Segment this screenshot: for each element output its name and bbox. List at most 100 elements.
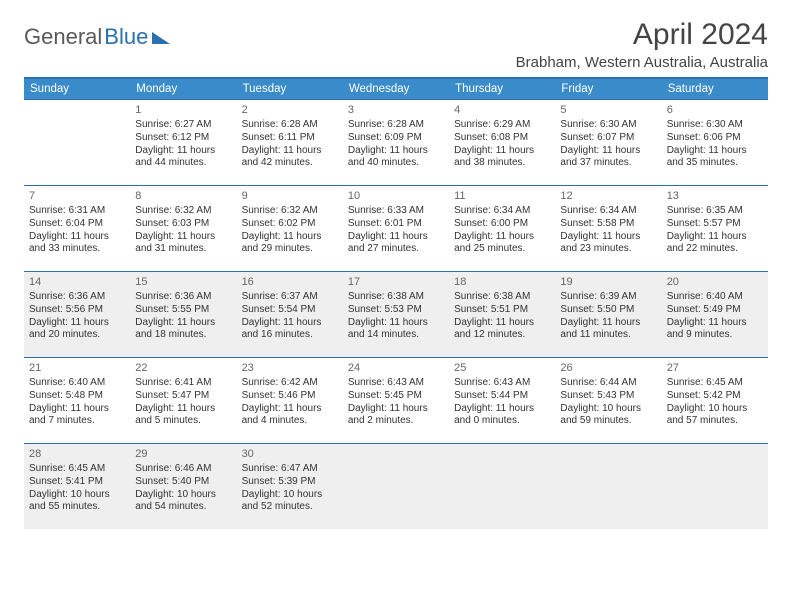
day-of-week-header: Sunday Monday Tuesday Wednesday Thursday…	[24, 79, 768, 99]
dow-thursday: Thursday	[449, 79, 555, 99]
calendar-day: 22Sunrise: 6:41 AMSunset: 5:47 PMDayligh…	[130, 358, 236, 443]
day-info-line: Sunrise: 6:31 AM	[29, 205, 125, 218]
day-info-line: Sunrise: 6:40 AM	[29, 377, 125, 390]
day-info-line: and 29 minutes.	[242, 243, 338, 256]
day-info-line: Sunset: 5:51 PM	[454, 304, 550, 317]
brand-triangle-icon	[152, 32, 170, 44]
day-info-line: and 37 minutes.	[560, 157, 656, 170]
calendar-day: 28Sunrise: 6:45 AMSunset: 5:41 PMDayligh…	[24, 444, 130, 529]
day-info-line: Daylight: 11 hours	[348, 403, 444, 416]
day-info-line: Sunset: 6:00 PM	[454, 218, 550, 231]
calendar-day	[662, 444, 768, 529]
calendar-day: 13Sunrise: 6:35 AMSunset: 5:57 PMDayligh…	[662, 186, 768, 271]
day-info-line: Sunrise: 6:43 AM	[454, 377, 550, 390]
day-info-line: and 55 minutes.	[29, 501, 125, 514]
day-info-line: and 31 minutes.	[135, 243, 231, 256]
calendar-day: 23Sunrise: 6:42 AMSunset: 5:46 PMDayligh…	[237, 358, 343, 443]
day-info-line: Daylight: 11 hours	[29, 403, 125, 416]
dow-saturday: Saturday	[662, 79, 768, 99]
day-info-line: Sunset: 6:09 PM	[348, 132, 444, 145]
day-info-line: Sunset: 5:57 PM	[667, 218, 763, 231]
day-number: 11	[454, 189, 550, 203]
day-info-line: Sunrise: 6:39 AM	[560, 291, 656, 304]
day-info-line: Daylight: 11 hours	[454, 403, 550, 416]
day-info-line: Sunset: 5:45 PM	[348, 390, 444, 403]
day-info-line: Sunset: 5:39 PM	[242, 476, 338, 489]
day-info-line: Sunset: 6:11 PM	[242, 132, 338, 145]
day-info-line: Sunrise: 6:30 AM	[560, 119, 656, 132]
day-info-line: Daylight: 11 hours	[348, 231, 444, 244]
day-info-line: Daylight: 11 hours	[348, 317, 444, 330]
day-info-line: and 4 minutes.	[242, 415, 338, 428]
calendar-day: 17Sunrise: 6:38 AMSunset: 5:53 PMDayligh…	[343, 272, 449, 357]
calendar-day	[449, 444, 555, 529]
dow-tuesday: Tuesday	[237, 79, 343, 99]
day-info-line: Daylight: 10 hours	[135, 489, 231, 502]
day-info-line: and 54 minutes.	[135, 501, 231, 514]
page-header: GeneralBlue April 2024 Brabham, Western …	[24, 18, 768, 71]
day-info-line: and 16 minutes.	[242, 329, 338, 342]
calendar-day: 5Sunrise: 6:30 AMSunset: 6:07 PMDaylight…	[555, 100, 661, 185]
day-info-line: and 27 minutes.	[348, 243, 444, 256]
day-info-line: Daylight: 11 hours	[348, 145, 444, 158]
day-number: 17	[348, 275, 444, 289]
brand-part1: General	[24, 24, 102, 50]
day-info-line: Sunrise: 6:34 AM	[454, 205, 550, 218]
day-info-line: Sunset: 5:46 PM	[242, 390, 338, 403]
day-info-line: Sunrise: 6:36 AM	[135, 291, 231, 304]
day-info-line: Daylight: 11 hours	[667, 145, 763, 158]
day-info-line: Daylight: 11 hours	[242, 145, 338, 158]
day-number: 18	[454, 275, 550, 289]
day-info-line: Sunset: 6:12 PM	[135, 132, 231, 145]
day-info-line: Sunrise: 6:47 AM	[242, 463, 338, 476]
day-info-line: Daylight: 11 hours	[29, 231, 125, 244]
day-info-line: Sunset: 5:40 PM	[135, 476, 231, 489]
day-info-line: Sunset: 5:43 PM	[560, 390, 656, 403]
day-info-line: Daylight: 11 hours	[560, 317, 656, 330]
calendar-day: 9Sunrise: 6:32 AMSunset: 6:02 PMDaylight…	[237, 186, 343, 271]
calendar-page: GeneralBlue April 2024 Brabham, Western …	[0, 0, 792, 612]
day-number: 4	[454, 103, 550, 117]
day-info-line: and 44 minutes.	[135, 157, 231, 170]
day-info-line: Daylight: 11 hours	[560, 145, 656, 158]
calendar-day: 30Sunrise: 6:47 AMSunset: 5:39 PMDayligh…	[237, 444, 343, 529]
day-info-line: and 2 minutes.	[348, 415, 444, 428]
day-info-line: Daylight: 10 hours	[29, 489, 125, 502]
page-subtitle: Brabham, Western Australia, Australia	[516, 54, 768, 71]
calendar-day: 4Sunrise: 6:29 AMSunset: 6:08 PMDaylight…	[449, 100, 555, 185]
day-info-line: Sunrise: 6:42 AM	[242, 377, 338, 390]
day-info-line: Sunset: 6:06 PM	[667, 132, 763, 145]
day-info-line: Sunrise: 6:43 AM	[348, 377, 444, 390]
calendar-day: 12Sunrise: 6:34 AMSunset: 5:58 PMDayligh…	[555, 186, 661, 271]
day-info-line: Daylight: 11 hours	[667, 317, 763, 330]
day-info-line: Sunrise: 6:44 AM	[560, 377, 656, 390]
day-info-line: Sunrise: 6:35 AM	[667, 205, 763, 218]
day-info-line: Sunrise: 6:32 AM	[135, 205, 231, 218]
day-info-line: and 35 minutes.	[667, 157, 763, 170]
calendar-day	[24, 100, 130, 185]
calendar-day: 18Sunrise: 6:38 AMSunset: 5:51 PMDayligh…	[449, 272, 555, 357]
calendar-day: 25Sunrise: 6:43 AMSunset: 5:44 PMDayligh…	[449, 358, 555, 443]
day-info-line: Sunset: 6:07 PM	[560, 132, 656, 145]
day-info-line: Sunrise: 6:37 AM	[242, 291, 338, 304]
day-info-line: Sunset: 5:58 PM	[560, 218, 656, 231]
day-info-line: and 5 minutes.	[135, 415, 231, 428]
day-number: 7	[29, 189, 125, 203]
calendar-day: 15Sunrise: 6:36 AMSunset: 5:55 PMDayligh…	[130, 272, 236, 357]
day-info-line: Sunset: 5:47 PM	[135, 390, 231, 403]
calendar-grid: Sunday Monday Tuesday Wednesday Thursday…	[24, 77, 768, 529]
day-info-line: Sunrise: 6:46 AM	[135, 463, 231, 476]
day-info-line: Daylight: 11 hours	[135, 317, 231, 330]
day-info-line: Sunrise: 6:32 AM	[242, 205, 338, 218]
day-number: 2	[242, 103, 338, 117]
day-info-line: and 38 minutes.	[454, 157, 550, 170]
day-info-line: Sunset: 5:53 PM	[348, 304, 444, 317]
calendar-day: 2 Sunrise: 6:28 AMSunset: 6:11 PMDaylight…	[237, 100, 343, 185]
day-info-line: Daylight: 11 hours	[135, 403, 231, 416]
day-info-line: Sunrise: 6:28 AM	[242, 119, 338, 132]
day-info-line: and 18 minutes.	[135, 329, 231, 342]
day-number: 13	[667, 189, 763, 203]
dow-monday: Monday	[130, 79, 236, 99]
day-info-line: Sunset: 5:54 PM	[242, 304, 338, 317]
calendar-day: 19Sunrise: 6:39 AMSunset: 5:50 PMDayligh…	[555, 272, 661, 357]
